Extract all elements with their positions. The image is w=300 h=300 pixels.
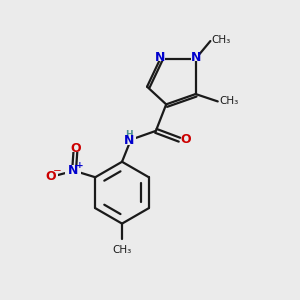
Bar (182, 136, 190, 143)
Text: CH₃: CH₃ (212, 35, 231, 45)
Text: CH₃: CH₃ (112, 245, 132, 255)
Text: N: N (155, 51, 166, 64)
Bar (122, 134, 136, 145)
Text: O: O (70, 142, 81, 155)
Text: O: O (45, 169, 56, 183)
Text: −: − (53, 166, 62, 176)
Text: N: N (68, 164, 79, 177)
Bar (156, 54, 165, 61)
Text: N: N (124, 134, 134, 147)
Text: CH₃: CH₃ (219, 96, 238, 106)
Bar (64, 166, 81, 177)
Bar (191, 54, 200, 61)
Text: H: H (125, 130, 133, 140)
Bar (42, 171, 58, 182)
Text: +: + (76, 161, 83, 170)
Text: O: O (181, 133, 191, 146)
Text: N: N (190, 51, 201, 64)
Bar (71, 145, 80, 152)
